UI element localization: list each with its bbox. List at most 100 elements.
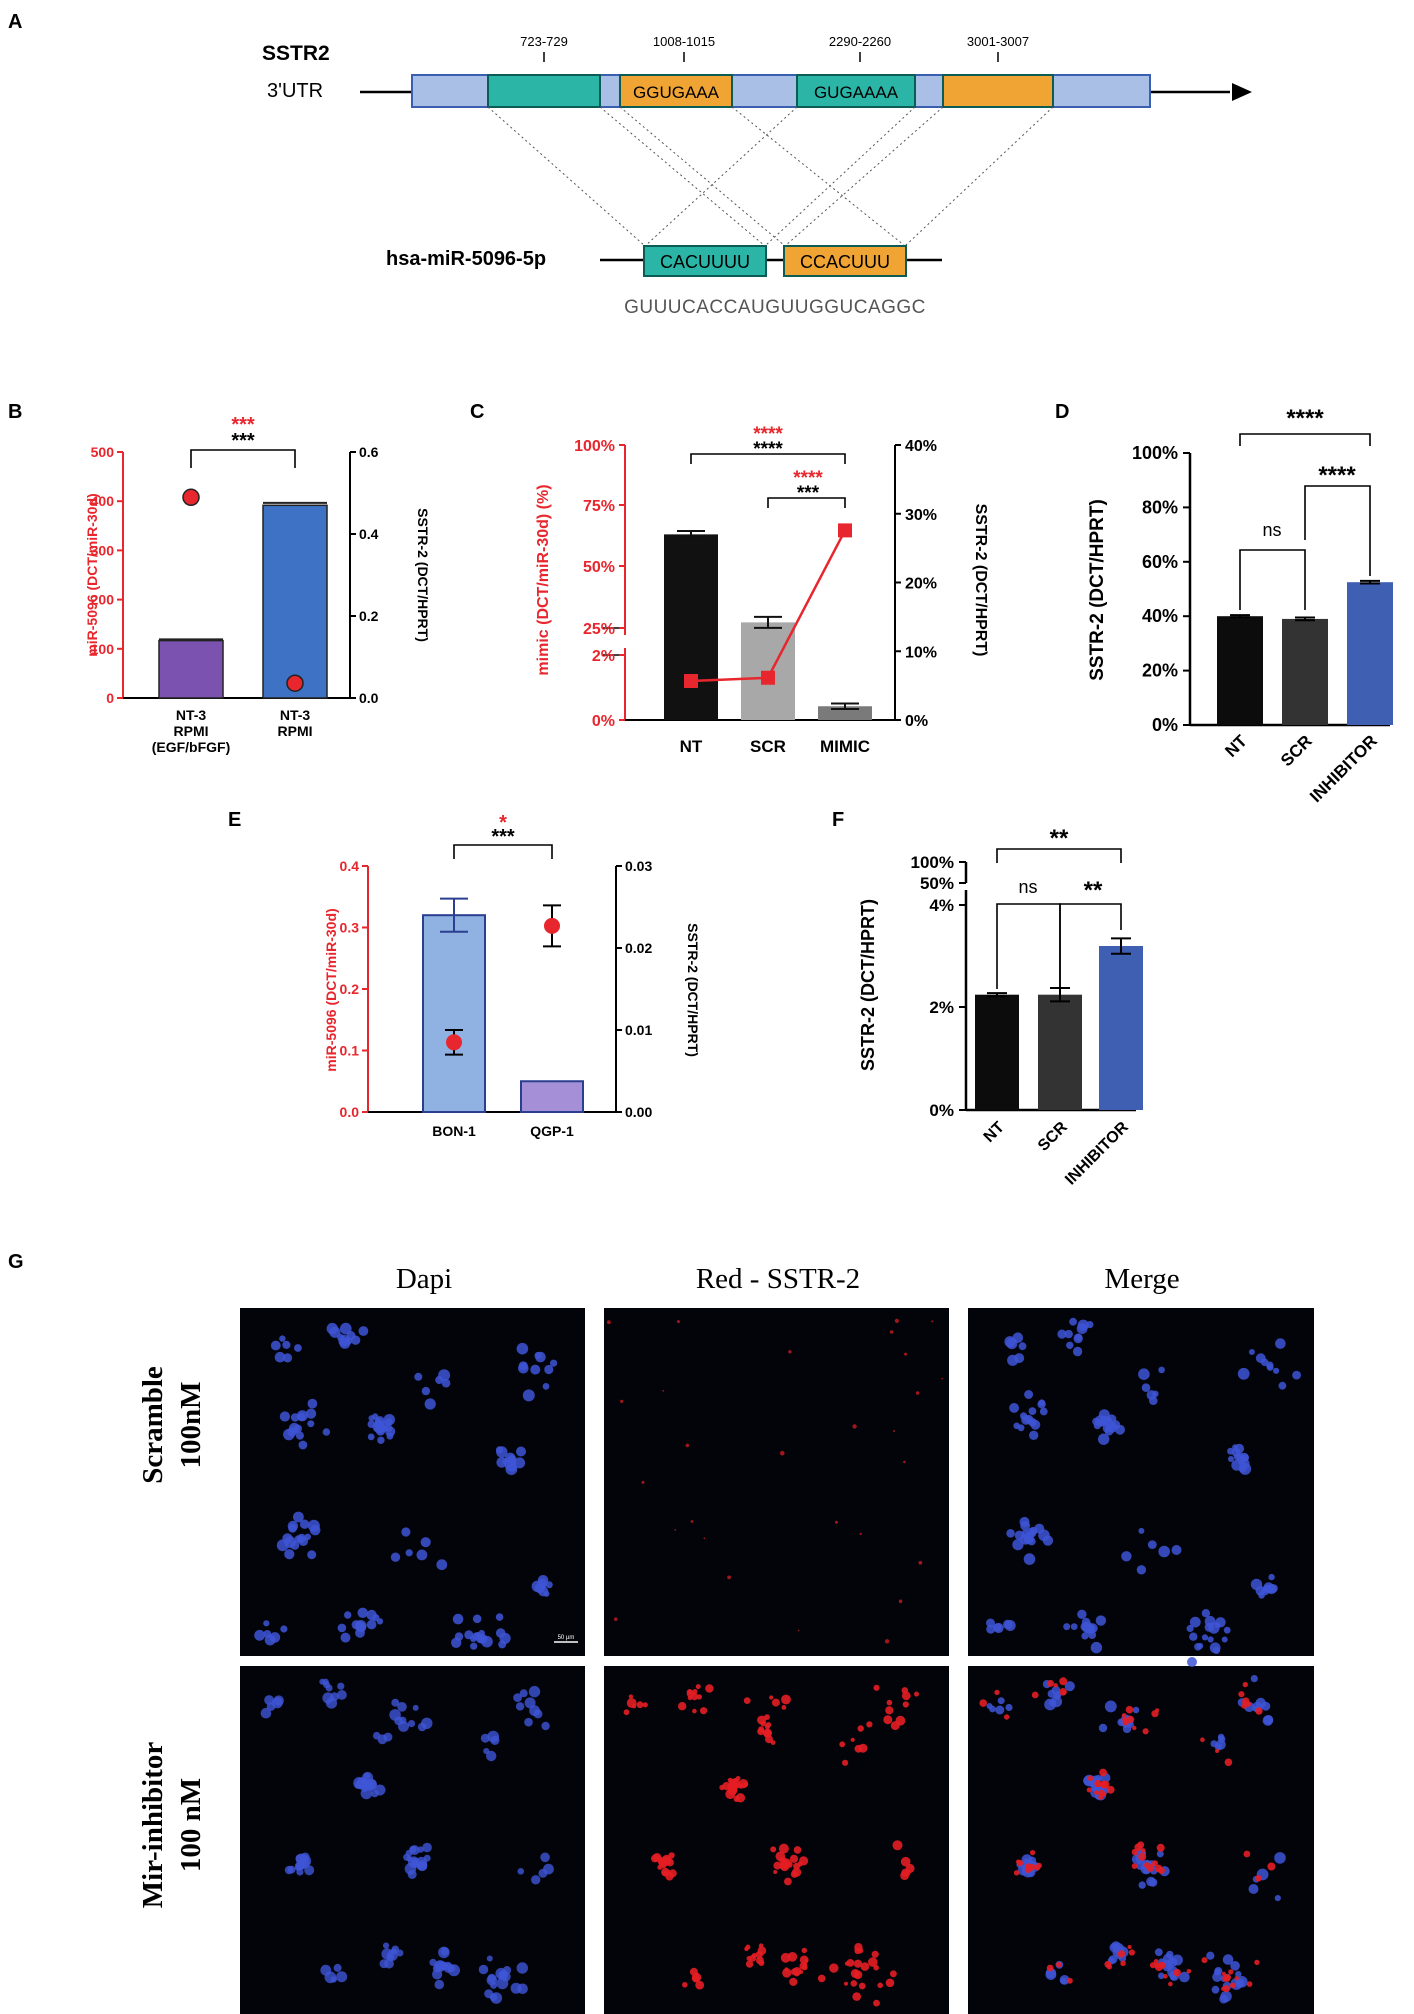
cell-nucleus	[1233, 1453, 1241, 1461]
mirna-seed-box-1	[643, 245, 767, 277]
sstr2-signal	[781, 1705, 787, 1710]
cell-nucleus	[304, 1865, 315, 1876]
sstr2-signal	[695, 1684, 701, 1690]
cell-nucleus	[376, 1618, 384, 1625]
sstr2-signal	[1106, 1964, 1113, 1970]
cell-nucleus	[1165, 1962, 1172, 1970]
cell-nucleus	[319, 1678, 326, 1685]
sstr2-signal	[636, 1701, 644, 1709]
cell-nucleus	[478, 1636, 485, 1643]
x-tick-label-line-0: NT-3	[176, 707, 207, 723]
cell-nucleus	[495, 1446, 504, 1454]
cell-nucleus	[522, 1389, 535, 1402]
sstr2-signal	[705, 1684, 714, 1693]
cell-nucleus	[1274, 1895, 1281, 1902]
y-tick-label: 60%	[1142, 552, 1178, 572]
sstr2-signal	[778, 1843, 789, 1854]
x-tick-label: NT	[981, 1119, 1008, 1146]
sstr2-signal	[1141, 1848, 1146, 1853]
x-tick-label: INHIBITOR	[1062, 1118, 1132, 1188]
sstr2-signal	[994, 1689, 1000, 1696]
sstr2-signal	[782, 1968, 792, 1978]
cell-nucleus	[307, 1420, 315, 1428]
cell-nucleus	[1028, 1856, 1037, 1865]
sstr2-signal	[858, 1982, 866, 1990]
sstr2-signal	[781, 1694, 791, 1705]
sstr2-signal	[941, 1377, 944, 1380]
row-label-inhibitor: Mir-inhibitor	[137, 1742, 169, 1909]
cell-nucleus	[421, 1386, 431, 1396]
significance-bracket	[190, 449, 296, 468]
sstr2-signal	[686, 1689, 695, 1698]
data-point	[446, 1034, 462, 1051]
cell-nucleus	[365, 1778, 377, 1791]
sstr2-signal	[1086, 1787, 1092, 1793]
sstr2-signal	[1152, 1860, 1158, 1867]
mirna-seed-1: CACUUUU	[660, 252, 750, 272]
sstr2-signal	[884, 1639, 890, 1644]
cell-nucleus	[1038, 1399, 1046, 1407]
cell-nucleus	[1064, 1681, 1075, 1692]
cell-nucleus	[1170, 1974, 1177, 1981]
cell-nucleus	[1009, 1403, 1019, 1413]
cell-nucleus	[377, 1436, 385, 1445]
cell-nucleus	[383, 1732, 393, 1742]
sstr2-signal	[661, 1867, 670, 1877]
sstr2-signal	[860, 1962, 870, 1971]
cell-nucleus	[254, 1629, 265, 1641]
cell-nucleus	[1059, 1975, 1070, 1985]
cell-nucleus	[1104, 1700, 1117, 1713]
sstr2-signal	[794, 1971, 800, 1977]
column-header-merge: Merge	[1104, 1263, 1179, 1295]
sstr2-signal	[900, 1871, 909, 1880]
cell-nucleus	[296, 1410, 308, 1422]
sstr2-signal	[1106, 1785, 1115, 1794]
row-label-inhibitor-conc: 100 nM	[175, 1778, 207, 1872]
cell-nucleus	[1044, 1698, 1056, 1711]
cell-nucleus	[375, 1426, 386, 1436]
sstr2-signal	[790, 1870, 799, 1878]
row-label-scramble: Scramble	[137, 1366, 169, 1484]
sstr2-signal	[839, 1741, 846, 1748]
sstr2-signal	[674, 1529, 677, 1531]
sstr2-signal	[1127, 1945, 1132, 1949]
cell-nucleus	[280, 1625, 288, 1633]
data-point	[286, 674, 304, 692]
sstr2-signal	[1255, 1707, 1263, 1715]
sstr2-signal	[773, 1861, 782, 1870]
bar	[664, 534, 718, 720]
micrograph-scramble-dapi	[240, 1308, 585, 1656]
cell-nucleus	[284, 1549, 295, 1560]
x-tick-label: INHIBITOR	[1306, 731, 1381, 806]
micrograph-cells	[254, 1317, 1301, 2007]
panel-label-e: E	[228, 809, 241, 831]
cell-nucleus	[340, 1632, 351, 1643]
cell-nucleus	[295, 1853, 308, 1866]
panel-b: B 01002003004005000.00.20.40.6NT-3RPMI(E…	[8, 401, 431, 755]
cell-nucleus	[1158, 1545, 1170, 1558]
sstr2-signal	[682, 1982, 688, 1988]
panel-label-c: C	[470, 401, 484, 423]
y-tick-label: 100%	[1132, 443, 1178, 463]
sstr2-signal	[890, 1721, 900, 1731]
cell-nucleus	[295, 1431, 304, 1440]
significance-red: ***	[231, 414, 255, 436]
right-tick-label: 0.03	[625, 858, 652, 874]
sstr2-signal	[657, 1864, 663, 1870]
cell-nucleus	[1005, 1703, 1013, 1712]
cell-nucleus	[1039, 1407, 1048, 1416]
left-tick-label: 50%	[583, 559, 615, 576]
sstr2-signal	[901, 1691, 911, 1701]
cell-nucleus	[1077, 1609, 1087, 1620]
bar	[158, 639, 224, 699]
cell-nucleus	[464, 1630, 474, 1640]
cell-nucleus	[282, 1340, 291, 1349]
cell-nucleus	[518, 1361, 528, 1371]
panel-c: C 0% 2% 25% 50% 75% 100% 0% 10% 20% 30% 40% NT SCR MI…	[470, 401, 989, 756]
cell-nucleus	[1063, 1623, 1071, 1631]
cell-nucleus	[293, 1511, 304, 1523]
sstr2-signal	[1267, 1862, 1276, 1871]
cell-nucleus	[1013, 1422, 1020, 1430]
cell-nucleus	[448, 1964, 456, 1972]
significance-bracket-nt-scr	[1239, 549, 1306, 610]
